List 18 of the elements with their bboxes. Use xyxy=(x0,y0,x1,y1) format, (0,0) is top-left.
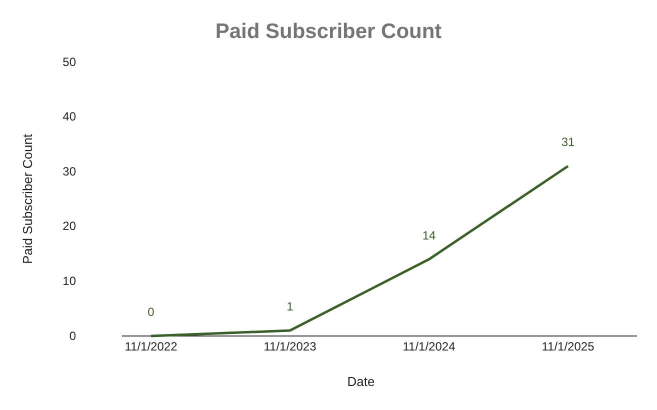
y-axis-title: Paid Subscriber Count xyxy=(20,134,35,264)
data-label: 14 xyxy=(422,228,436,242)
y-tick-label: 10 xyxy=(62,274,76,288)
x-tick-label: 11/1/2022 xyxy=(124,340,178,354)
y-tick-label: 50 xyxy=(62,54,76,69)
y-tick-label: 0 xyxy=(69,328,76,343)
chart-title: Paid Subscriber Count xyxy=(215,20,442,43)
data-label: 0 xyxy=(148,305,155,319)
x-tick-label: 11/1/2024 xyxy=(402,340,456,354)
x-tick-label: 11/1/2023 xyxy=(264,340,317,354)
x-axis-title: Date xyxy=(347,374,375,389)
y-tick-label: 20 xyxy=(62,219,76,234)
data-label: 1 xyxy=(286,300,294,314)
x-tick-label: 11/1/2025 xyxy=(542,340,595,354)
data-label: 31 xyxy=(561,135,575,150)
line-series xyxy=(150,164,570,338)
y-tick-label: 30 xyxy=(62,164,76,178)
y-tick-label: 40 xyxy=(62,110,76,124)
